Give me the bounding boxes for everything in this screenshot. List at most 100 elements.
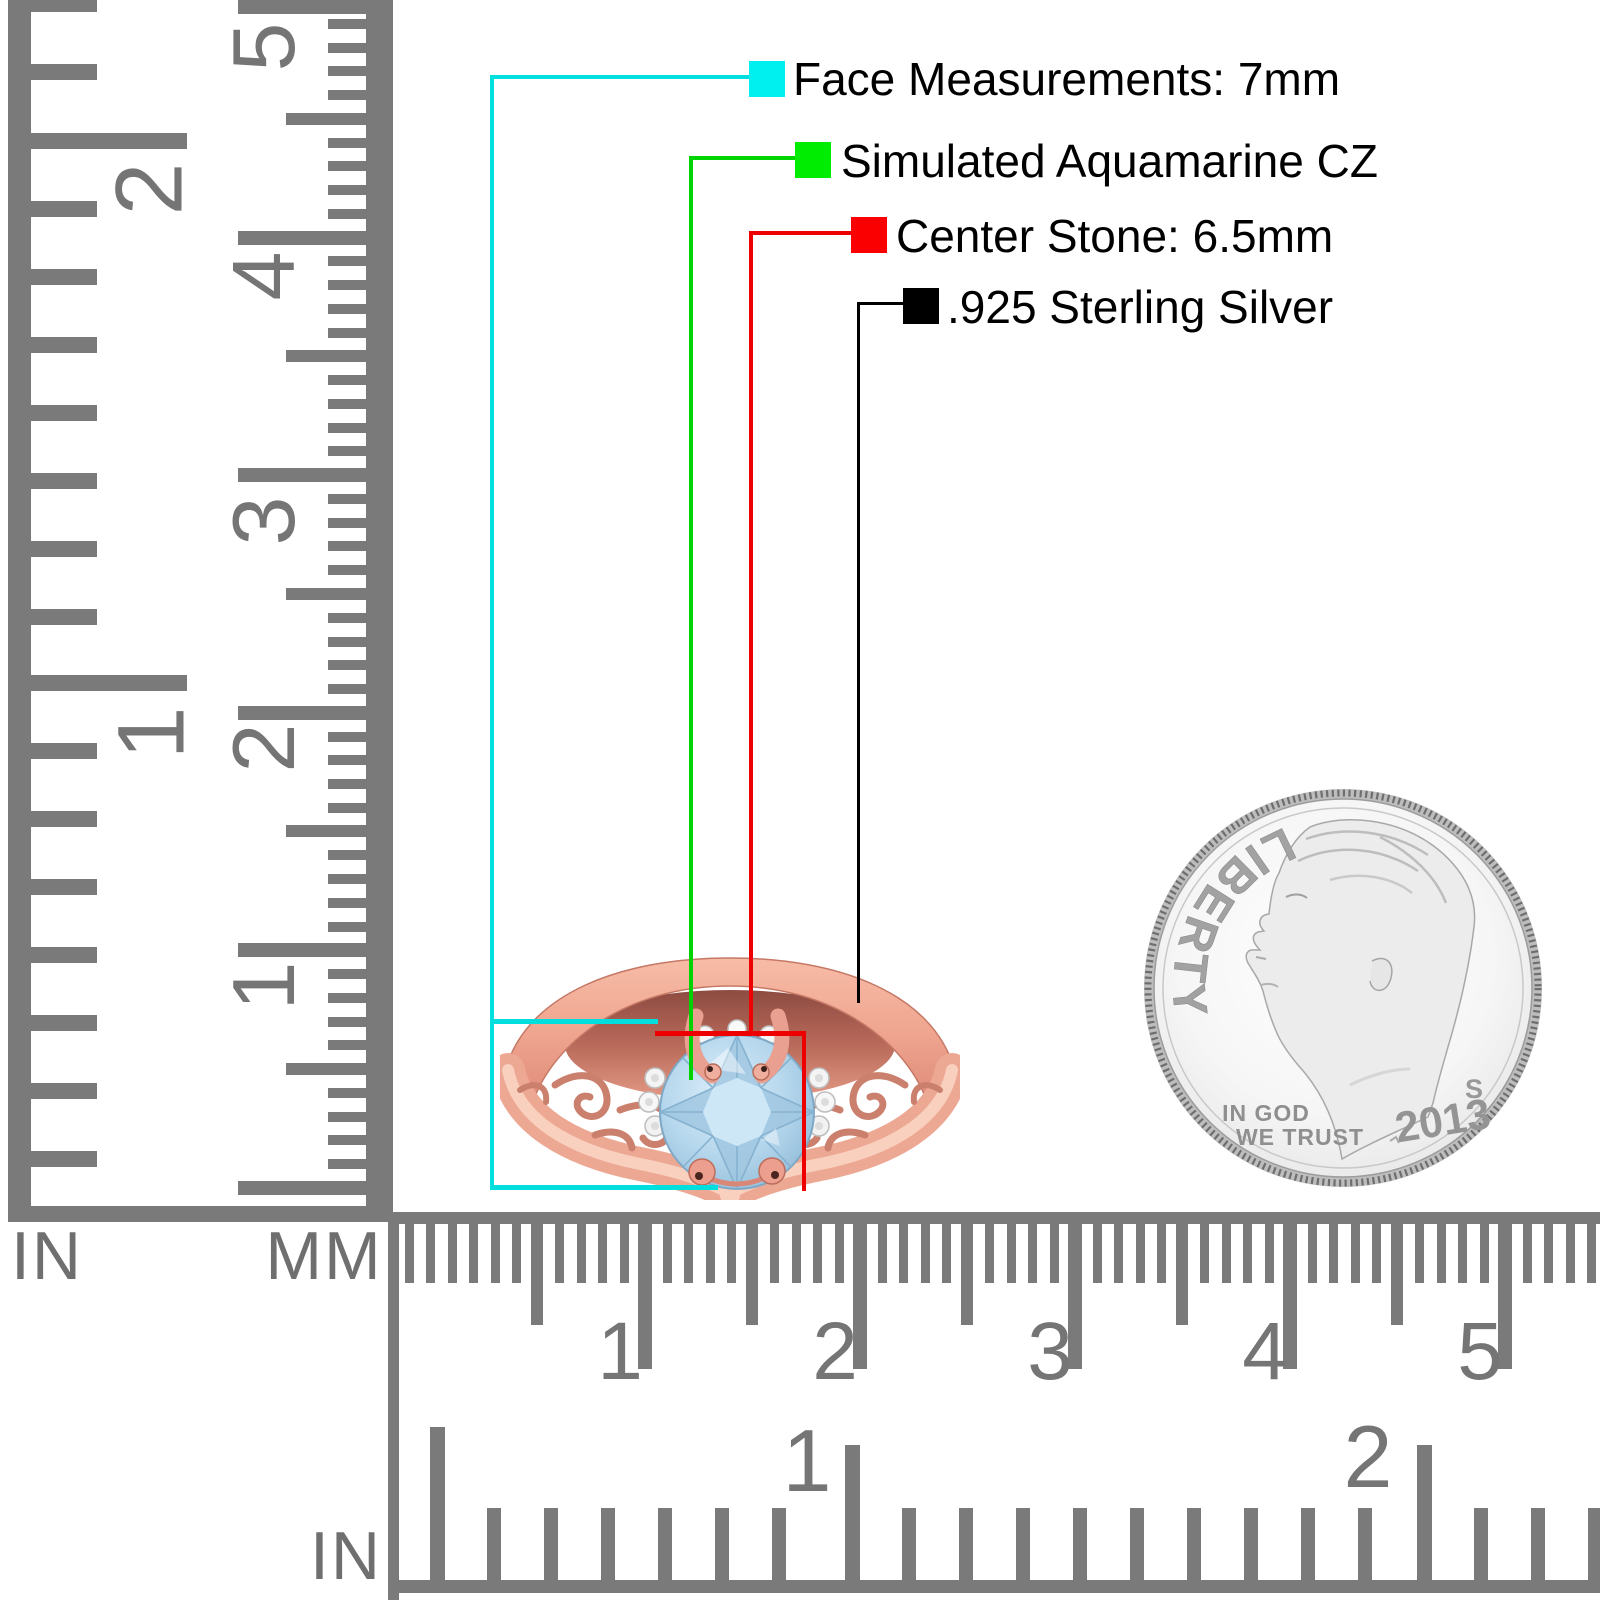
ruler-tick (328, 541, 366, 552)
ruler-tick (238, 468, 366, 482)
bottom-mm-ruler-number-1: 1 (597, 1306, 643, 1397)
ruler-tick (286, 1063, 366, 1075)
ruler-tick (1244, 1508, 1258, 1580)
dime-coin-image: LIBERTY IN GOD WE TRUST 2013 S (1144, 789, 1542, 1187)
ruler-tick (328, 850, 366, 861)
ruler-tick (328, 161, 366, 172)
ruler-tick (328, 897, 366, 908)
ruler-tick (813, 1224, 822, 1283)
ruler-tick (328, 874, 366, 885)
ruler-tick (899, 1224, 908, 1283)
ruler-tick (619, 1224, 629, 1283)
center-stone-label: Center Stone: 6.5mm (896, 210, 1334, 262)
ruler-tick (985, 1224, 994, 1283)
ruler-tick (1028, 1224, 1037, 1283)
bottom-mm-ruler-number-2: 2 (812, 1306, 858, 1397)
ruler-tick (662, 1224, 672, 1283)
aquamarine-line-vertical (689, 156, 693, 1080)
ruler-tick (1092, 1224, 1102, 1283)
ruler-tick (328, 660, 366, 671)
bottom-mm-ruler-number-4: 4 (1242, 1306, 1288, 1397)
ruler-tick (31, 1151, 97, 1167)
ruler-tick (902, 1508, 916, 1580)
bottom-mm-ruler-number-5: 5 (1457, 1306, 1503, 1397)
face-measurement-bracket-top (490, 1019, 658, 1024)
ruler-tick (328, 1087, 366, 1098)
ruler-tick (961, 1224, 973, 1325)
ruler-tick (286, 588, 366, 600)
ruler-tick (31, 947, 97, 963)
ruler-tick (1458, 1224, 1467, 1283)
ring-image (500, 957, 960, 1200)
left-mm-ruler-unit-label: MM (265, 1218, 383, 1294)
ruler-tick (31, 405, 97, 421)
ruler-tick (598, 1224, 607, 1283)
coin-mint-mark: S (1465, 1074, 1483, 1104)
ruler-tick (328, 256, 366, 267)
aquamarine-center-stone (659, 1034, 815, 1190)
ruler-tick (576, 1224, 586, 1283)
ruler-tick (404, 1224, 414, 1283)
ruler-tick (328, 185, 366, 196)
ruler-tick (328, 636, 366, 647)
bottom-mm-ruler-number-3: 3 (1027, 1306, 1073, 1397)
face-measurement-line-vertical (490, 75, 494, 1190)
ruler-tick (1243, 1224, 1252, 1283)
ruler-tick (238, 706, 366, 720)
ruler-tick (1358, 1508, 1372, 1580)
ruler-tick (328, 684, 366, 695)
ruler-tick (8, 0, 31, 1222)
ruler-tick (1307, 1224, 1317, 1283)
left-inch-ruler-number-1: 1 (98, 706, 205, 760)
ruler-tick (328, 280, 366, 291)
ruler-tick (1587, 1224, 1596, 1283)
ruler-tick (286, 113, 366, 125)
ruler-tick (1135, 1224, 1145, 1283)
ruler-tick (328, 969, 366, 980)
ruler-tick (1498, 1224, 1512, 1369)
coin-rim-line (1162, 807, 1524, 1169)
center-stone-line-vertical (749, 231, 753, 1034)
ruler-tick (328, 612, 366, 623)
ruler-tick (1588, 1508, 1600, 1580)
left-mm-ruler-number-4: 4 (214, 251, 313, 301)
ruler-tick (328, 66, 366, 77)
ruler-tick (490, 1224, 500, 1283)
ruler-tick (31, 541, 97, 557)
coin-designer-initials-mark (1389, 1135, 1400, 1144)
ruler-tick (366, 0, 393, 1222)
ruler-tick (487, 1508, 501, 1580)
ruler-tick (238, 231, 366, 245)
ruler-tick (328, 137, 366, 148)
ruler-tick (328, 565, 366, 576)
ruler-tick (238, 1181, 366, 1195)
ruler-tick (1068, 1224, 1082, 1369)
ruler-tick (328, 517, 366, 528)
ruler-tick (31, 0, 97, 12)
ruler-tick (328, 375, 366, 386)
ruler-tick (845, 1445, 860, 1580)
ruler-tick (1474, 1508, 1488, 1580)
ruler-tick (31, 269, 97, 285)
face-measurement-line-horizontal (490, 75, 749, 79)
ruler-tick (328, 303, 366, 314)
ruler-tick (388, 1580, 1600, 1593)
ruler-tick (328, 1159, 366, 1170)
face-measurement-swatch (749, 61, 785, 97)
sterling-silver-swatch (903, 288, 939, 324)
roosevelt-profile (1245, 818, 1476, 1161)
coin-motto-line2: WE TRUST (1236, 1124, 1364, 1150)
ruler-tick (727, 1224, 736, 1283)
ruler-tick (791, 1224, 801, 1283)
ruler-tick (328, 1111, 366, 1122)
ruler-tick (286, 825, 366, 837)
aquamarine-line-horizontal (689, 156, 795, 160)
ruler-tick (772, 1508, 786, 1580)
ruler-tick (31, 337, 97, 353)
ruler-tick (1531, 1508, 1545, 1580)
aquamarine-swatch (795, 142, 831, 178)
coin-reeded-edge (1144, 789, 1542, 1187)
ruler-tick (746, 1224, 758, 1325)
ruler-tick (328, 422, 366, 433)
aquamarine-label: Simulated Aquamarine CZ (841, 135, 1378, 187)
